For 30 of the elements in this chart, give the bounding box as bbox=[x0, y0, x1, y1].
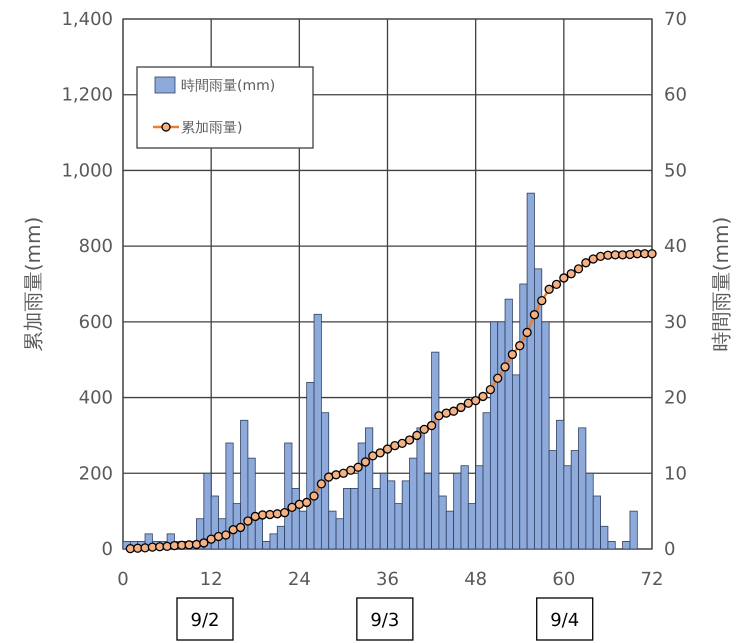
x-tick-label: 72 bbox=[640, 569, 664, 590]
legend-label: 時間雨量(mm) bbox=[181, 78, 276, 94]
y2-tick-label: 70 bbox=[664, 9, 687, 30]
y2-tick-label: 10 bbox=[664, 463, 687, 484]
x-tick-label: 0 bbox=[117, 569, 129, 590]
y-tick-label: 0 bbox=[102, 539, 113, 560]
x-tick-label: 24 bbox=[288, 569, 311, 590]
y2-tick-label: 60 bbox=[664, 84, 687, 106]
y-tick-label: 200 bbox=[78, 463, 113, 484]
y2-axis-title: 時間雨量(mm) bbox=[709, 216, 733, 352]
x-tick-label: 36 bbox=[376, 569, 399, 590]
y-tick-label: 1,400 bbox=[61, 9, 113, 30]
x-tick-label: 48 bbox=[464, 569, 488, 590]
y2-tick-label: 50 bbox=[664, 160, 687, 182]
text: 9/3 bbox=[370, 610, 400, 631]
text: 9/2 bbox=[190, 610, 220, 631]
text: 9/4 bbox=[550, 610, 580, 631]
y-tick-label: 400 bbox=[78, 388, 113, 409]
y-axis-title: 累加雨量(mm) bbox=[21, 216, 45, 352]
y2-tick-label: 40 bbox=[664, 236, 687, 258]
legend-label: 累加雨量) bbox=[181, 120, 242, 136]
y2-tick-label: 0 bbox=[664, 539, 676, 560]
y2-tick-label: 20 bbox=[664, 388, 687, 409]
x-tick-label: 12 bbox=[200, 569, 223, 590]
y-tick-label: 600 bbox=[78, 312, 113, 333]
y-tick-label: 1,000 bbox=[61, 160, 113, 182]
y-tick-label: 800 bbox=[78, 236, 113, 258]
y2-tick-label: 30 bbox=[664, 312, 687, 333]
y-tick-label: 1,200 bbox=[61, 84, 113, 106]
x-tick-label: 60 bbox=[552, 569, 576, 590]
